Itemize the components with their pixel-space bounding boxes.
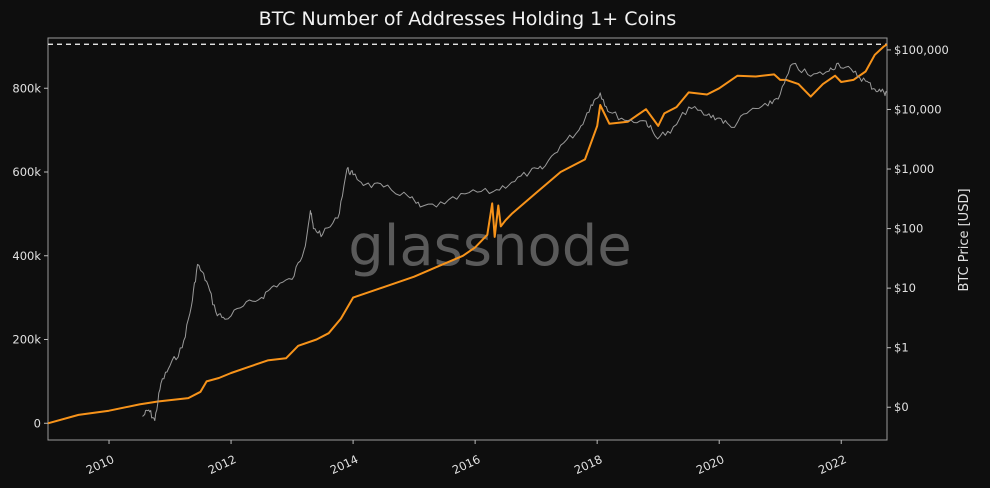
x-tick-label: 2010 [84,452,116,477]
addresses-line [47,43,888,425]
right-tick-label: $1,000 [894,162,934,176]
watermark-logo: glassnode [348,214,632,279]
left-tick-label: 600k [12,165,41,179]
x-tick-label: 2012 [206,452,238,477]
x-tick-label: 2022 [816,452,848,477]
x-tick-label: 2018 [572,452,604,477]
left-tick-label: 0 [34,416,41,430]
right-tick-label: $10,000 [894,102,942,116]
x-tick-label: 2020 [694,452,726,477]
btc-price-line [142,62,888,421]
plot-area [47,37,888,441]
left-tick-label: 200k [12,333,41,347]
x-tick-label: 2016 [450,452,482,477]
right-tick-label: $1 [894,341,909,355]
x-tick-label: 2014 [328,452,360,477]
right-axis-title: BTC Price [USD] [957,188,972,291]
left-tick-label: 800k [12,81,41,95]
chart-title: BTC Number of Addresses Holding 1+ Coins [258,8,677,30]
right-tick-label: $10 [894,281,916,295]
left-tick-label: 400k [12,249,41,263]
right-tick-label: $0 [894,400,909,414]
right-tick-label: $100,000 [894,43,949,57]
right-tick-label: $100 [894,222,923,236]
